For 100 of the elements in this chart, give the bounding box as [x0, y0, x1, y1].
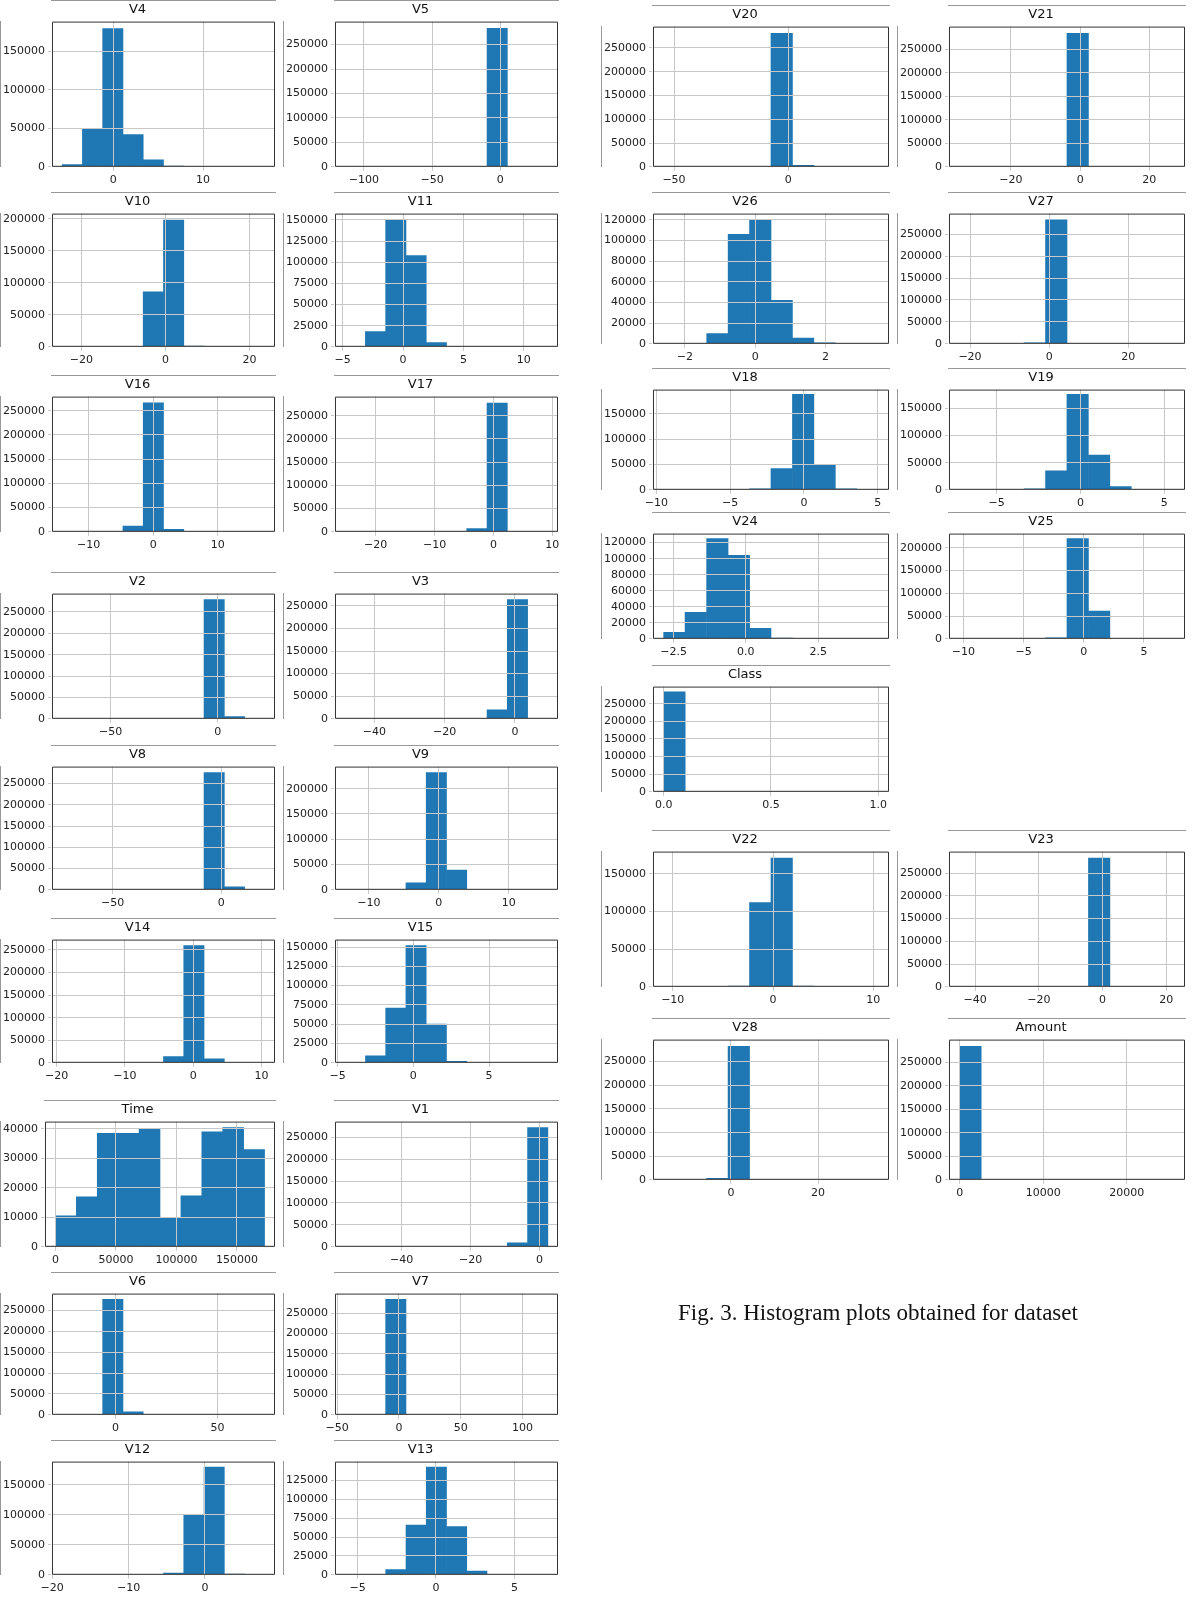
y-tick-label: 0: [638, 979, 646, 993]
x-tick-label: 20: [242, 353, 257, 367]
x-tick-label: 10: [210, 538, 225, 552]
y-tick-label: 250000: [2, 942, 45, 956]
x-tick-label: −5: [722, 496, 739, 510]
y-tick-label: 200000: [2, 211, 45, 225]
y-tick-label: 250000: [899, 42, 942, 56]
y-tick-label: 0: [320, 1407, 328, 1421]
y-tick-label: 25000: [292, 1036, 328, 1050]
y-tick-label: 250000: [899, 227, 942, 241]
x-tick-label: −10: [644, 496, 668, 510]
y-tick-label: 200000: [285, 1326, 328, 1340]
y-tick-label: 120000: [603, 212, 646, 226]
y-tick-label: 50000: [610, 767, 646, 781]
x-tick-label: 0: [956, 1186, 964, 1200]
y-tick-label: 100000: [285, 1367, 328, 1381]
y-tick-label: 200000: [899, 540, 942, 554]
y-tick-label: 150000: [2, 44, 45, 58]
y-tick-label: 120000: [603, 535, 646, 549]
y-tick-label: 100000: [603, 749, 646, 763]
x-tick-label: 20: [1142, 173, 1157, 187]
y-tick-label: 50000: [9, 861, 45, 875]
x-tick-label: 0: [1080, 645, 1088, 659]
x-tick-label: 20: [1159, 993, 1174, 1007]
x-tick-label: 0: [435, 896, 443, 910]
x-tick-label: 5: [485, 1069, 493, 1083]
y-tick-label: 100000: [899, 292, 942, 306]
chart-title: V20: [732, 6, 758, 22]
x-tick-label: 0: [751, 350, 759, 364]
y-tick-label: 250000: [2, 776, 45, 790]
chart-title: V11: [407, 193, 434, 209]
y-tick-label: 250000: [899, 1055, 942, 1069]
x-tick-label: −50: [420, 173, 444, 187]
x-tick-label: 0: [535, 1253, 543, 1267]
y-tick-label: 0: [320, 882, 328, 896]
x-tick-label: −5: [329, 1069, 346, 1083]
chart-title: V4: [128, 1, 147, 17]
x-tick-label: −50: [662, 173, 686, 187]
y-tick-label: 30000: [2, 1151, 38, 1165]
y-tick-label: 100000: [2, 1010, 45, 1024]
y-tick-label: 150000: [285, 86, 328, 100]
y-tick-label: 150000: [2, 1477, 45, 1491]
y-tick-label: 100000: [603, 1125, 646, 1139]
x-tick-label: −10: [661, 993, 685, 1007]
y-tick-label: 0: [320, 524, 328, 538]
y-tick-label: 50000: [292, 857, 328, 871]
chart-title: Amount: [1015, 1019, 1067, 1035]
y-tick-label: 150000: [2, 243, 45, 257]
y-tick-label: 125000: [285, 233, 328, 247]
chart-title: V10: [124, 193, 151, 209]
x-tick-label: −40: [963, 993, 987, 1007]
x-tick-label: 0.0: [737, 645, 755, 659]
y-tick-label: 75000: [292, 276, 328, 290]
x-tick-label: −20: [458, 1253, 483, 1267]
y-tick-label: 100000: [285, 255, 328, 269]
y-tick-label: 250000: [2, 604, 45, 618]
chart-title: V17: [407, 376, 434, 392]
y-tick-label: 200000: [285, 1151, 328, 1165]
y-tick-label: 100000: [899, 428, 942, 442]
y-tick-label: 0: [638, 159, 646, 173]
y-tick-label: 150000: [899, 1102, 942, 1116]
x-tick-label: 0: [784, 173, 792, 187]
x-tick-label: 50000: [98, 1253, 134, 1267]
y-tick-label: 50000: [610, 135, 646, 149]
chart-title: Class: [727, 666, 763, 682]
chart-title: V2: [128, 573, 147, 589]
x-tick-label: 0.5: [762, 798, 780, 812]
y-tick-label: 200000: [2, 797, 45, 811]
y-tick-label: 60000: [610, 274, 646, 288]
y-tick-label: 50000: [292, 1387, 328, 1401]
y-tick-label: 50000: [906, 1149, 942, 1163]
y-tick-label: 0: [37, 882, 45, 896]
x-tick-label: 0: [800, 496, 808, 510]
y-tick-label: 150000: [2, 451, 45, 465]
y-tick-label: 250000: [285, 1306, 328, 1320]
chart-title: V22: [732, 831, 758, 847]
x-tick-label: 10: [254, 1069, 269, 1083]
x-tick-label: 0: [409, 1069, 417, 1083]
y-tick-label: 150000: [899, 270, 942, 284]
y-tick-label: 50000: [292, 1017, 328, 1031]
x-tick-label: −2: [676, 350, 694, 364]
x-tick-label: 5: [1140, 645, 1148, 659]
x-tick-label: 0: [51, 1253, 59, 1267]
x-tick-label: 0: [149, 538, 157, 552]
y-tick-label: 100000: [603, 431, 646, 445]
y-tick-label: 40000: [610, 295, 646, 309]
x-tick-label: −50: [99, 725, 123, 739]
y-tick-label: 0: [934, 631, 942, 645]
y-tick-label: 50000: [292, 297, 328, 311]
y-tick-label: 100000: [2, 476, 45, 490]
y-tick-label: 50000: [292, 1217, 328, 1231]
chart-title: V23: [1028, 831, 1054, 847]
x-tick-label: 100: [511, 1421, 533, 1435]
chart-title: V18: [732, 369, 758, 385]
y-tick-label: 200000: [285, 61, 328, 75]
x-tick-label: 0: [109, 173, 117, 187]
y-tick-label: 250000: [2, 1303, 45, 1317]
y-tick-label: 100000: [285, 110, 328, 124]
y-tick-label: 100000: [2, 275, 45, 289]
y-tick-label: 0: [638, 482, 646, 496]
